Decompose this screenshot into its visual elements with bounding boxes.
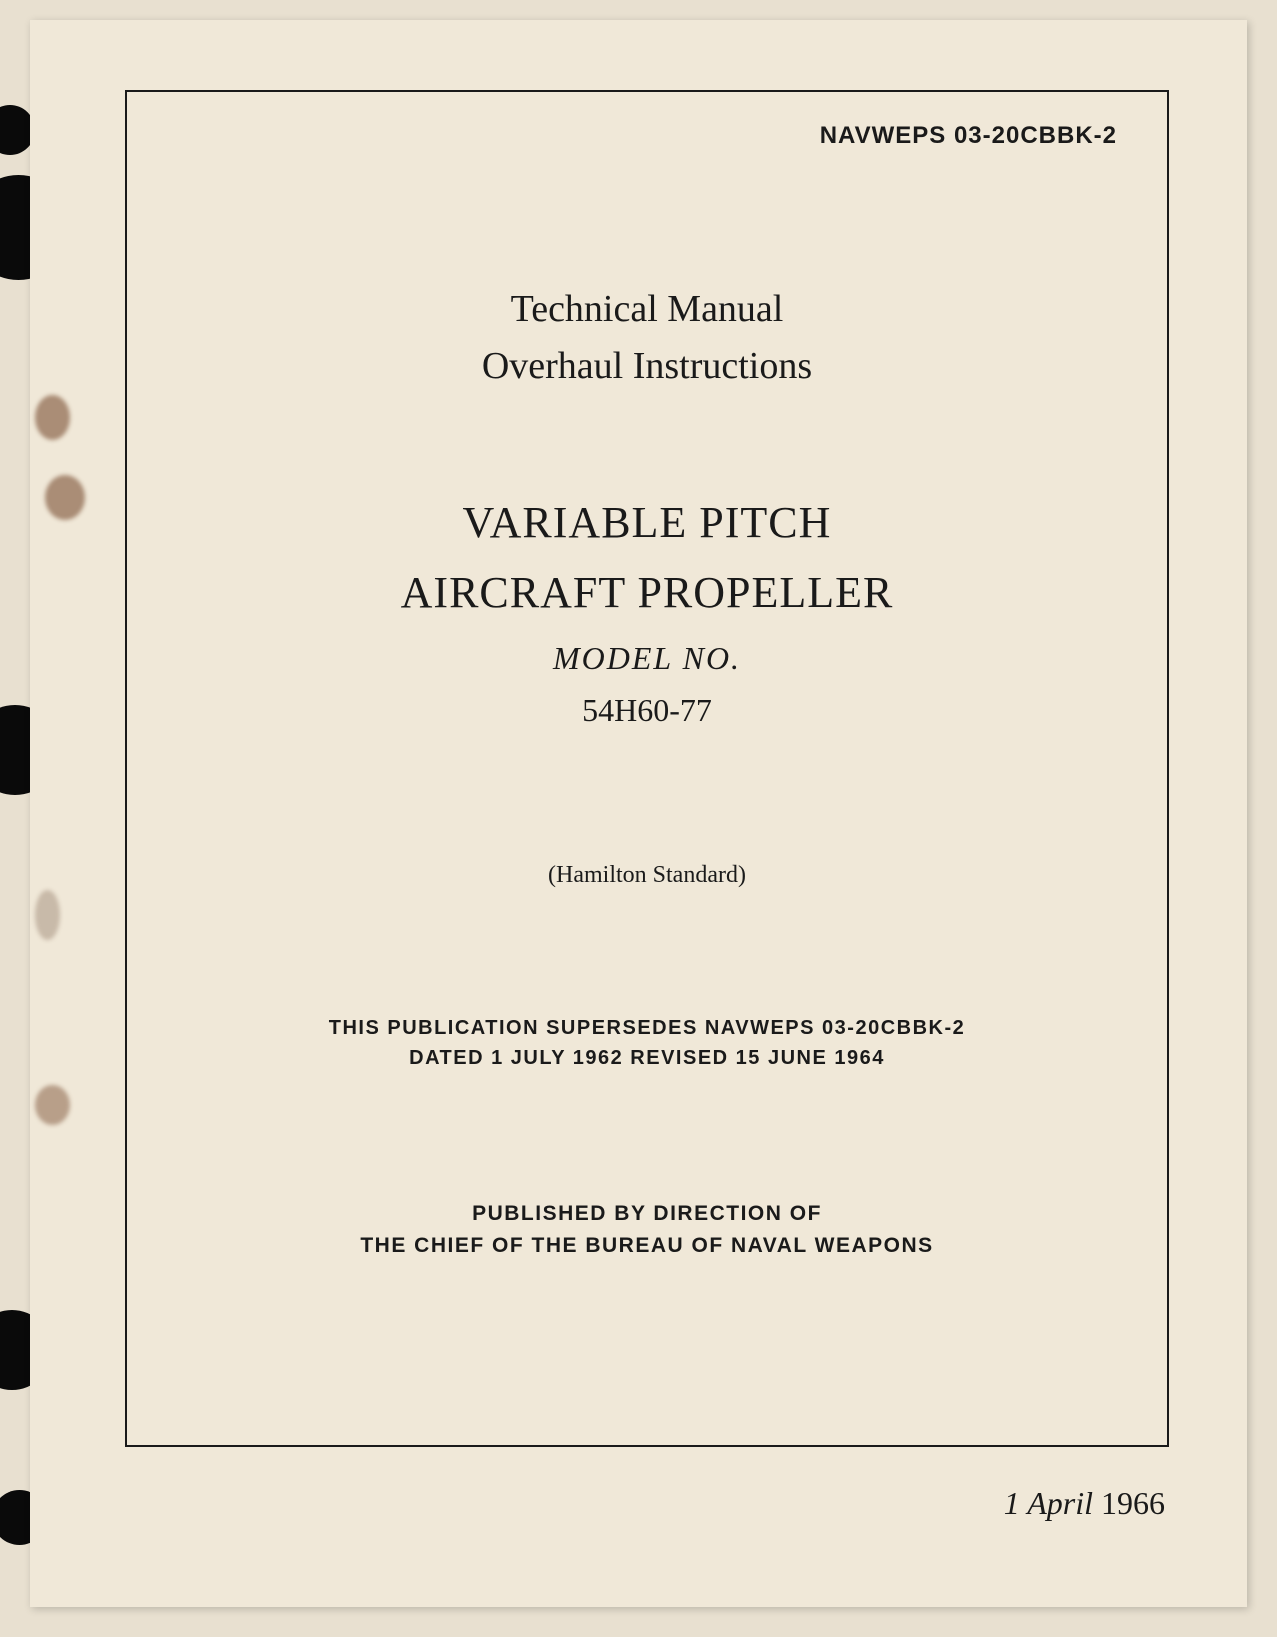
date-year: 1966 bbox=[1101, 1485, 1165, 1521]
page-smudge bbox=[45, 475, 85, 520]
supersedes-notice-line1: THIS PUBLICATION SUPERSEDES NAVWEPS 03-2… bbox=[127, 1017, 1167, 1040]
manual-title-line2: Overhaul Instructions bbox=[127, 344, 1167, 388]
date-month: April bbox=[1027, 1485, 1093, 1521]
manual-title-line1: Technical Manual bbox=[127, 287, 1167, 331]
page-smudge bbox=[35, 890, 60, 940]
publication-date: 1 April 1966 bbox=[1004, 1485, 1165, 1522]
model-number: 54H60-77 bbox=[127, 692, 1167, 729]
manufacturer-name: (Hamilton Standard) bbox=[127, 862, 1167, 889]
document-number: NAVWEPS 03-20CBBK-2 bbox=[820, 122, 1117, 150]
document-page: NAVWEPS 03-20CBBK-2 Technical Manual Ove… bbox=[30, 20, 1247, 1607]
page-smudge bbox=[35, 395, 70, 440]
subject-title-line1: VARIABLE PITCH bbox=[127, 497, 1167, 548]
supersedes-notice-line2: DATED 1 JULY 1962 REVISED 15 JUNE 1964 bbox=[127, 1047, 1167, 1070]
model-label: MODEL NO. bbox=[127, 640, 1167, 677]
publisher-line1: PUBLISHED BY DIRECTION OF bbox=[127, 1202, 1167, 1226]
page-smudge bbox=[35, 1085, 70, 1125]
date-day: 1 bbox=[1004, 1485, 1020, 1521]
subject-title-line2: AIRCRAFT PROPELLER bbox=[127, 567, 1167, 618]
publisher-line2: THE CHIEF OF THE BUREAU OF NAVAL WEAPONS bbox=[127, 1234, 1167, 1258]
content-border: NAVWEPS 03-20CBBK-2 Technical Manual Ove… bbox=[125, 90, 1169, 1447]
